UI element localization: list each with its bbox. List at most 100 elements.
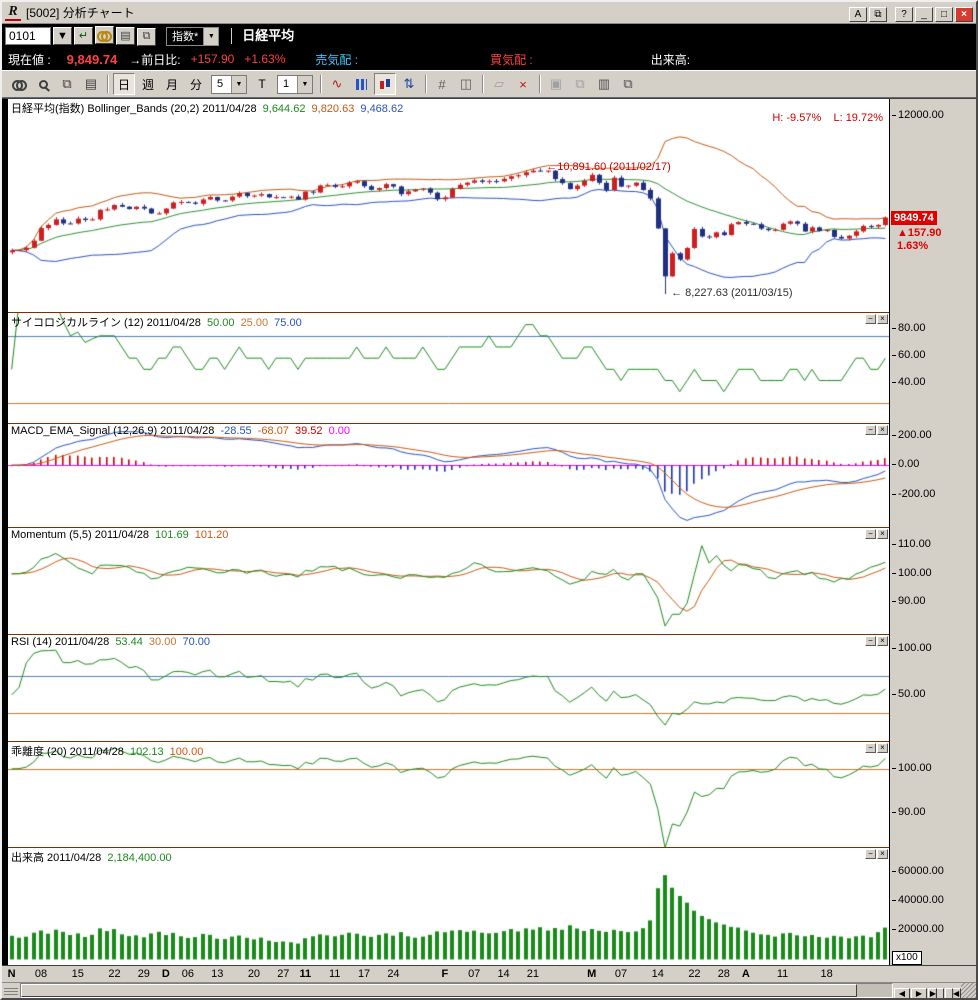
copy-page-icon[interactable]: ⧉ <box>617 73 639 95</box>
chevron-down-icon[interactable]: ▼ <box>231 75 246 93</box>
time-axis-label: F <box>441 968 449 980</box>
chart-canvas-vol[interactable] <box>8 848 889 965</box>
binoculars-icon <box>97 31 112 43</box>
volume-unit-label: x100 <box>892 951 922 965</box>
axis-tick-label: 40000.00 <box>892 894 944 906</box>
delete-drawing-icon[interactable]: × <box>512 73 534 95</box>
symbol-bar: ▼↵▤⧉ 指数* ▼ 日経平均 <box>2 24 976 48</box>
axis-tick-label: 60000.00 <box>892 865 944 877</box>
binoculars-icon[interactable] <box>8 73 30 95</box>
axis-tick-label: 90.00 <box>892 806 926 818</box>
zoom-icon[interactable] <box>32 73 54 95</box>
category-dropdown[interactable]: 指数* ▼ <box>166 26 220 46</box>
chart-annotation: ←10,891.60 (2011/02/17) <box>546 161 671 174</box>
time-axis-label: 15 <box>71 968 84 980</box>
panel-minimize-button[interactable]: − <box>865 743 876 753</box>
chart-plots: 日経平均(指数) Bollinger_Bands (20,2) 2011/04/… <box>2 99 889 965</box>
axis-tick-label: 60.00 <box>892 349 926 361</box>
panel-minimize-button[interactable]: − <box>865 425 876 435</box>
chevron-down-icon[interactable]: ▼ <box>203 27 219 45</box>
panel-controls: − × <box>864 314 888 324</box>
copy-chart-button[interactable]: ⧉ <box>56 73 78 95</box>
tick-button[interactable]: T <box>251 73 273 95</box>
time-axis-label: N <box>7 968 16 980</box>
chart-annotation: ← 8,227.63 (2011/03/15) <box>671 287 793 300</box>
maximize-button[interactable]: □ <box>935 6 953 22</box>
help-button[interactable]: ? <box>895 6 913 22</box>
compare-mode-icon[interactable]: ⇅ <box>398 73 420 95</box>
price-change-pct: 1.63% <box>897 239 929 252</box>
axis-tick-label: 80.00 <box>892 322 926 334</box>
panel-minimize-button[interactable]: − <box>865 529 876 539</box>
chart-canvas-psych[interactable] <box>8 313 889 423</box>
chart-canvas-mom[interactable] <box>8 528 889 634</box>
scrollbar-track[interactable] <box>20 983 893 998</box>
code-submit-button[interactable]: ↵ <box>74 26 93 45</box>
code-dropdown-button[interactable]: ▼ <box>53 27 72 46</box>
tile-windows-icon[interactable]: ⧉ <box>569 73 591 95</box>
price-axis: 12000.00 80.00 60.00 40.00 200.00 0.00 -200.00… <box>889 99 976 965</box>
axis-tick-label: 20000.00 <box>892 923 944 935</box>
grid-toggle-icon[interactable]: # <box>431 73 453 95</box>
cascade-windows-icon[interactable]: ▣ <box>545 73 567 95</box>
panel-minimize-button[interactable]: − <box>865 636 876 646</box>
eraser-icon[interactable]: ▱ <box>488 73 510 95</box>
panel-close-button[interactable]: × <box>877 849 888 859</box>
chart-copy-button[interactable]: ⧉ <box>137 27 156 46</box>
tick-interval-select[interactable]: 1 ▼ <box>277 74 313 94</box>
time-axis-label: 28 <box>717 968 730 980</box>
scroll-left-button[interactable]: ◀ <box>894 988 910 998</box>
bid-label: 買気配 : <box>490 52 533 67</box>
time-axis-label: 17 <box>357 968 371 980</box>
time-axis-label: 18 <box>820 968 833 980</box>
resize-grip[interactable] <box>961 983 976 998</box>
titlebar[interactable]: R [5002] 分析チャート A ⧉? _ □ × <box>2 2 976 24</box>
time-axis-label: 22 <box>108 968 121 980</box>
chart-canvas-rsi[interactable] <box>8 635 889 741</box>
line-chart-icon[interactable]: ∿ <box>326 73 348 95</box>
toolbar-separator <box>107 75 108 93</box>
minute-interval-select[interactable]: 5 ▼ <box>211 74 247 94</box>
font-size-button[interactable]: A <box>849 6 867 22</box>
period-day-button[interactable]: 日 <box>113 73 135 95</box>
panel-close-button[interactable]: × <box>877 425 888 435</box>
chart-canvas-macd[interactable] <box>8 424 889 527</box>
left-resize-grip[interactable] <box>4 986 18 995</box>
panel-vol: 出来高 2011/04/28 2,184,400.00− × <box>8 848 889 965</box>
period-minute-button[interactable]: 分 <box>185 73 207 95</box>
chart-memo-button[interactable]: ▤ <box>116 26 135 45</box>
period-week-button[interactable]: 週 <box>137 73 159 95</box>
panel-close-button[interactable]: × <box>877 636 888 646</box>
scroll-latest-button[interactable]: ▶▏ <box>928 988 944 998</box>
panel-close-button[interactable]: × <box>877 314 888 324</box>
chart-canvas-main[interactable] <box>8 99 889 312</box>
panel-close-button[interactable]: × <box>877 743 888 753</box>
scroll-oldest-button[interactable]: ▕◀ <box>945 988 961 998</box>
symbol-name: 日経平均 <box>231 28 294 44</box>
symbol-search-button[interactable] <box>95 26 114 45</box>
panel-minimize-button[interactable]: − <box>865 849 876 859</box>
panel-controls: − × <box>864 425 888 435</box>
scrollbar-thumb[interactable] <box>21 984 858 997</box>
save-page-icon[interactable]: ▥ <box>593 73 615 95</box>
symbol-code-input[interactable] <box>5 27 51 45</box>
chevron-down-icon[interactable]: ▼ <box>297 75 312 93</box>
panel-psych: サイコロジカルライン (12) 2011/04/28 50.00 25.00 7… <box>8 313 889 424</box>
chart-region: 日経平均(指数) Bollinger_Bands (20,2) 2011/04/… <box>2 98 976 965</box>
copy-window-button[interactable]: ⧉ <box>869 6 887 22</box>
time-axis-label: 14 <box>651 968 664 980</box>
time-axis-label: 08 <box>34 968 48 980</box>
layout-grid-icon[interactable]: ◫ <box>455 73 477 95</box>
period-month-button[interactable]: 月 <box>161 73 183 95</box>
panel-close-button[interactable]: × <box>877 529 888 539</box>
bar-chart-icon[interactable] <box>350 73 372 95</box>
candlestick-chart-icon <box>379 78 391 91</box>
scroll-right-button[interactable]: ▶ <box>911 988 927 998</box>
close-button[interactable]: × <box>955 6 973 22</box>
chart-canvas-kairi[interactable] <box>8 742 889 847</box>
panel-minimize-button[interactable]: − <box>865 314 876 324</box>
axis-tick-label: 40.00 <box>892 376 926 388</box>
candlestick-chart-icon[interactable] <box>374 73 396 95</box>
save-image-button[interactable]: ▤ <box>80 73 102 95</box>
minimize-button[interactable]: _ <box>915 6 933 22</box>
